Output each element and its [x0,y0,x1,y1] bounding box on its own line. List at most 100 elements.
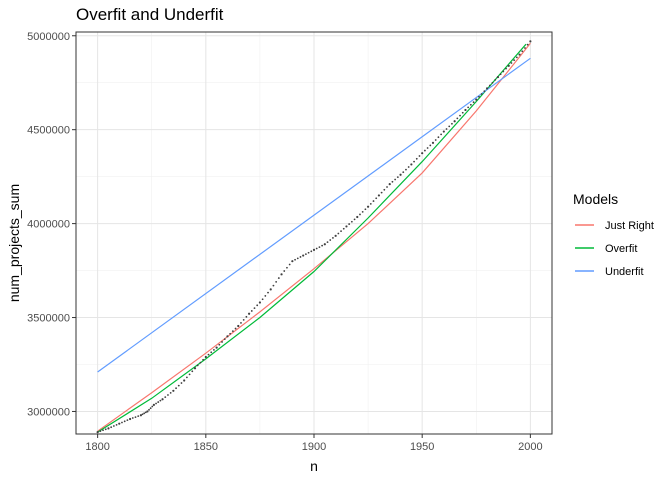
data-point [388,183,391,186]
data-point [188,373,191,376]
data-point [524,47,526,49]
data-point [507,64,510,67]
data-point [359,213,361,216]
data-point [277,277,280,279]
data-point [366,205,370,208]
data-point [396,176,399,179]
data-point [229,332,232,335]
data-point [377,194,381,197]
data-point [157,401,160,403]
data-point [247,312,251,315]
observed-points [96,40,532,434]
data-point [280,273,283,276]
data-point [256,304,259,307]
x-axis-label: n [310,458,318,474]
data-point [185,376,188,379]
data-point [434,139,437,141]
data-point [128,417,132,421]
data-point [213,349,215,351]
data-point [472,101,475,104]
legend: Models Just Right Overfit Underfit [573,191,654,278]
data-point [361,210,364,213]
data-point [410,163,413,166]
data-point [337,232,340,235]
x-tick-label: 1800 [85,441,109,453]
data-point [480,93,483,95]
data-point [510,62,513,64]
data-point [321,244,324,247]
data-point [445,128,448,130]
data-point [386,186,388,188]
data-point [394,178,397,181]
x-axis: 1800 1850 1900 1950 2000 [85,434,543,453]
data-point [237,324,240,328]
data-point [104,428,107,431]
data-point [139,414,143,417]
data-point [118,422,121,425]
data-point [312,248,316,252]
data-point [310,250,313,253]
data-point [231,330,234,333]
data-point [169,392,172,394]
data-point [485,87,489,90]
data-point [353,218,356,221]
data-point [126,419,129,422]
data-point [526,43,529,46]
data-point [299,256,302,258]
data-point [115,423,118,426]
legend-label-just-right: Just Right [605,220,654,232]
data-point [226,335,229,338]
data-point [494,79,497,81]
data-point [340,230,342,233]
data-point [478,95,480,98]
x-tick-label: 1850 [194,441,218,453]
data-point [253,307,256,310]
data-point [102,429,104,432]
data-point [302,254,305,257]
data-point [191,370,194,373]
data-point [521,50,524,53]
data-point [193,367,197,370]
x-tick-label: 2000 [518,441,542,453]
data-point [155,402,157,405]
data-point [250,310,253,312]
y-tick-label: 4500000 [27,125,70,137]
data-point [399,173,402,176]
data-point [146,410,149,413]
data-point [407,166,410,168]
data-point [218,343,221,346]
data-point [131,417,134,419]
data-point [502,70,505,73]
y-tick-label: 3000000 [27,406,70,418]
data-point [269,288,272,291]
data-point [112,425,115,427]
data-point [413,160,415,163]
data-point [421,152,424,155]
data-point [296,257,299,260]
data-point [286,266,288,269]
data-point [496,75,500,79]
data-point [167,394,169,396]
data-point [429,144,432,147]
data-point [356,215,359,219]
legend-title: Models [573,191,618,207]
data-point [99,430,102,433]
data-point [380,191,383,194]
data-point [143,412,146,415]
data-point [369,202,372,205]
data-point [426,147,429,149]
data-point [505,67,507,70]
data-point [288,263,291,266]
data-point [391,180,394,183]
data-point [172,389,175,392]
data-point [332,237,334,239]
data-point [107,427,110,430]
data-point [141,413,144,416]
series-line-just-right [97,42,531,432]
data-point [96,431,99,434]
data-point [267,291,269,294]
data-point [405,168,407,171]
data-point [258,301,262,304]
legend-label-underfit: Underfit [605,266,644,278]
data-point [264,295,267,297]
